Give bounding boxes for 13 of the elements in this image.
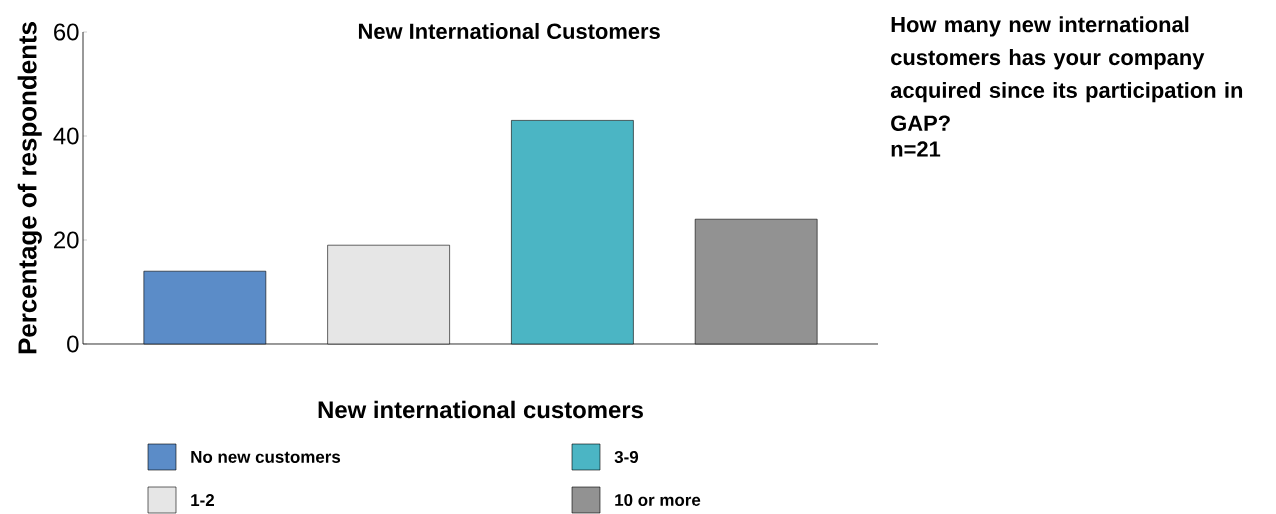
y-axis-title: Percentage of respondents (17, 22, 42, 354)
legend-label: 3-9 (614, 450, 639, 463)
legend-label: 10 or more (615, 494, 701, 506)
legend-label: No new customers (191, 451, 341, 463)
legend-label: 1-2 (191, 494, 214, 506)
chart-title: New International Customers (358, 22, 660, 40)
y-tick-label: 0 (67, 335, 79, 353)
y-tick-label: 60 (54, 23, 79, 41)
text: n=21 (891, 141, 941, 157)
text: How many new international customers has your company acquired since its participation in GAP? (890, 16, 1243, 131)
y-tick-label: 40 (53, 127, 79, 145)
y-tick-label: 20 (54, 231, 79, 249)
x-axis-title: New international customers (318, 400, 643, 419)
